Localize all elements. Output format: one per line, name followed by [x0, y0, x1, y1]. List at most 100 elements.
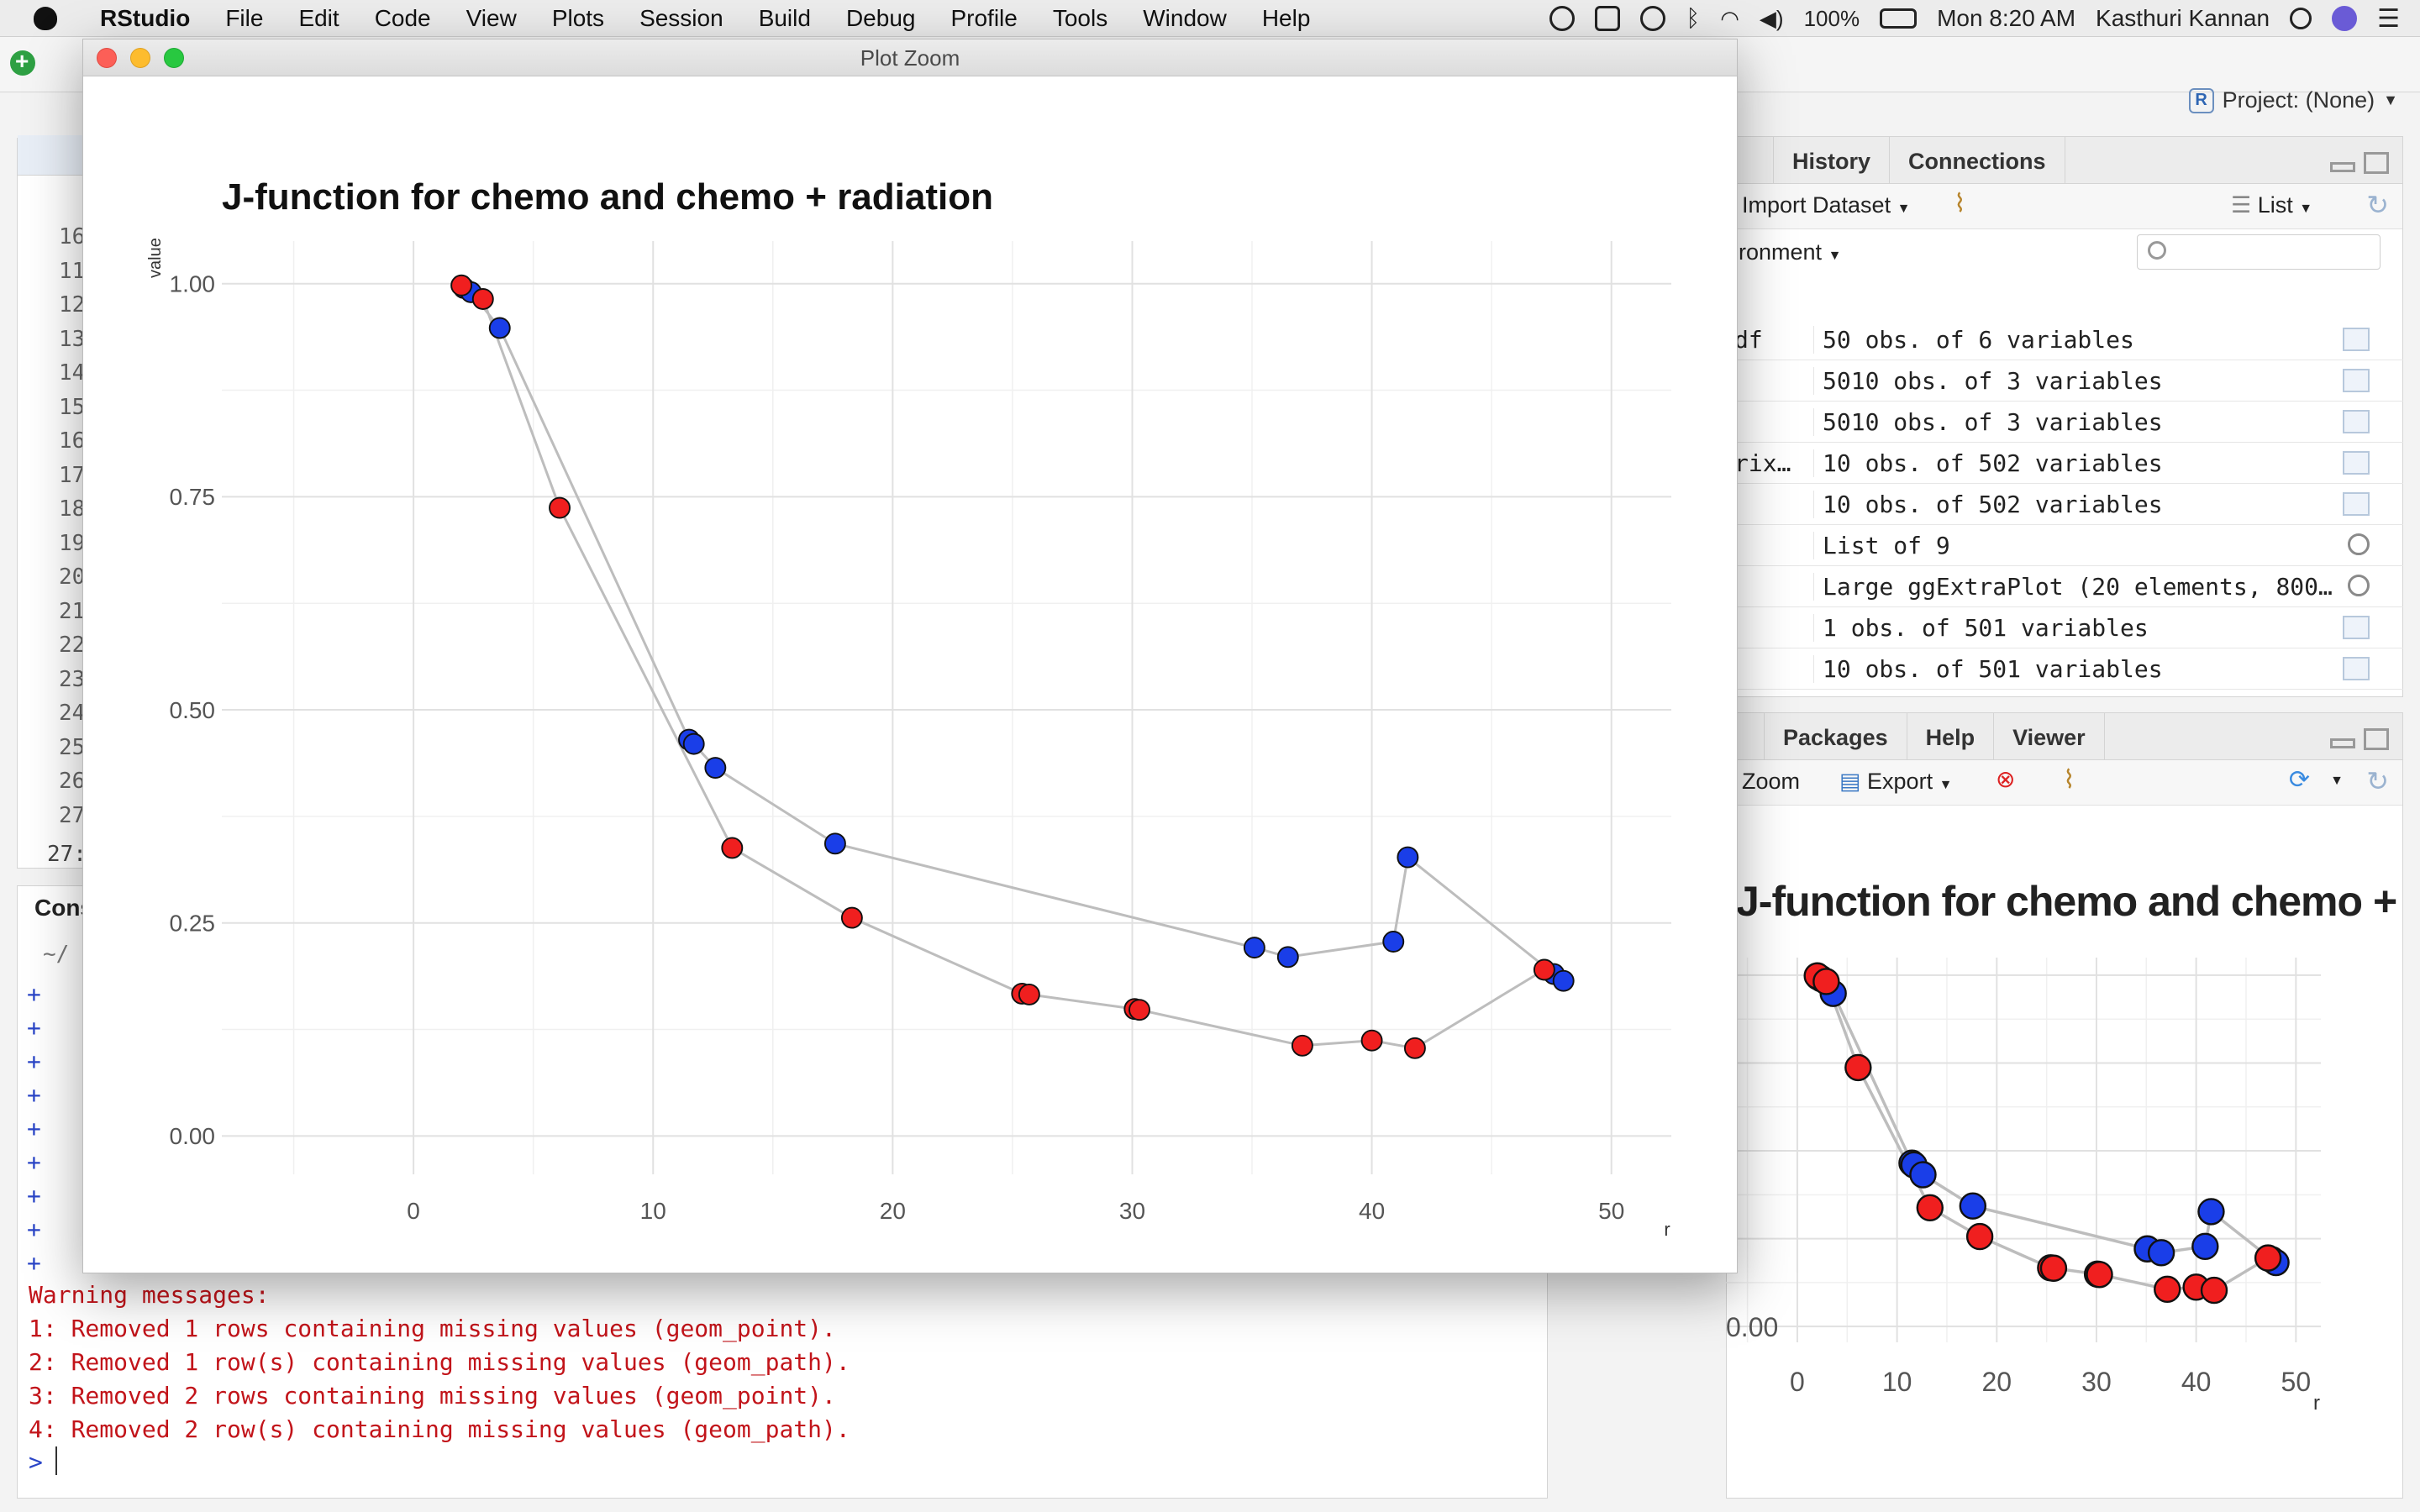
zoom-window-button[interactable]: [164, 48, 184, 68]
tab-help[interactable]: Help: [1907, 713, 1995, 760]
siri-icon[interactable]: [2332, 6, 2358, 31]
menu-code[interactable]: Code: [374, 4, 431, 31]
env-row[interactable]: df 50 obs. of 6 variables: [1726, 319, 2403, 360]
tab-environment[interactable]: [1727, 137, 1774, 184]
data-point-1: [2200, 1276, 2228, 1305]
env-row-value: 50 obs. of 6 variables: [1813, 326, 2334, 354]
menu-build[interactable]: Build: [758, 4, 811, 31]
menu-file[interactable]: File: [225, 4, 264, 31]
table-icon[interactable]: [2343, 657, 2370, 680]
menu-app[interactable]: RStudio: [100, 4, 191, 31]
maximize-pane-icon[interactable]: [2364, 728, 2389, 750]
plot-zoom-window[interactable]: Plot Zoom 0 10 20 30 40 50 0.00 0.25 0.50 0.75 1.0…: [82, 39, 1738, 1273]
data-point-0: [488, 317, 511, 339]
broom-icon[interactable]: ⌇: [1954, 190, 1966, 218]
env-row[interactable]: 1 obs. of 501 variables: [1726, 607, 2403, 648]
plots-pane-tabs: Packages Help Viewer: [1727, 713, 2402, 760]
table-icon[interactable]: [2343, 451, 2370, 475]
tab-plots[interactable]: [1727, 713, 1765, 760]
menu-view[interactable]: View: [466, 4, 517, 31]
status-d-icon[interactable]: [1595, 6, 1621, 31]
notification-center-icon[interactable]: ☰: [2377, 4, 2400, 33]
data-point-1: [1360, 1029, 1383, 1052]
series-path-1: [460, 284, 1545, 1050]
menu-debug[interactable]: Debug: [845, 4, 916, 31]
list-view-button[interactable]: ☰ List ▼: [2231, 192, 2312, 218]
env-search-input[interactable]: [2137, 234, 2381, 270]
chevron-down-icon: ▼: [1828, 249, 1842, 263]
publish-icon[interactable]: ⟳: [2288, 766, 2310, 794]
battery-icon[interactable]: [1880, 8, 1918, 29]
maximize-pane-icon[interactable]: [2364, 152, 2389, 174]
line-number: 21: [59, 598, 86, 624]
menu-window[interactable]: Window: [1143, 4, 1227, 31]
menu-tools[interactable]: Tools: [1052, 4, 1108, 31]
env-row[interactable]: Large ggExtraPlot (20 elements, 800…: [1726, 566, 2403, 607]
data-point-0: [1276, 946, 1299, 969]
env-row[interactable]: 5010 obs. of 3 variables: [1726, 360, 2403, 402]
table-icon[interactable]: [2343, 369, 2370, 392]
minimize-pane-icon[interactable]: [2330, 162, 2355, 172]
menu-session[interactable]: Session: [639, 4, 723, 31]
data-point-1: [1533, 958, 1555, 981]
magnifier-icon[interactable]: [2348, 533, 2370, 555]
console-plus: +: [27, 1249, 41, 1277]
zoom-button[interactable]: Zoom: [1742, 769, 1801, 794]
env-row[interactable]: rix… 10 obs. of 502 variables: [1726, 443, 2403, 484]
tab-connections[interactable]: Connections: [1890, 137, 2065, 184]
menu-plots[interactable]: Plots: [551, 4, 605, 31]
refresh-icon[interactable]: ↻: [2366, 190, 2389, 220]
time-machine-icon[interactable]: [1640, 6, 1666, 31]
tab-history[interactable]: History: [1774, 137, 1891, 184]
volume-icon[interactable]: ◀): [1759, 5, 1784, 31]
apple-icon[interactable]: [34, 6, 57, 30]
user-name[interactable]: Kasthuri Kannan: [2096, 5, 2270, 31]
env-row[interactable]: 5010 obs. of 3 variables: [1726, 402, 2403, 443]
wifi-icon[interactable]: ◠: [1720, 5, 1739, 31]
env-row[interactable]: 10 obs. of 501 variables: [1726, 648, 2403, 690]
new-file-icon[interactable]: [10, 48, 35, 76]
mini-plot-svg: 0 10 20 30 40 50 0.00 r: [1718, 958, 2321, 1415]
export-button[interactable]: ▤ Export ▼: [1839, 769, 1952, 795]
y-axis-label: value: [146, 238, 165, 278]
list-label: List: [2257, 192, 2293, 218]
clock[interactable]: Mon 8:20 AM: [1937, 5, 2076, 31]
menu-edit[interactable]: Edit: [298, 4, 339, 31]
table-icon[interactable]: [2343, 616, 2370, 639]
x-tick-label: 40: [2181, 1367, 2212, 1397]
broom-icon[interactable]: ⌇: [2063, 766, 2075, 794]
minimize-pane-icon[interactable]: [2330, 738, 2355, 748]
table-icon[interactable]: [2343, 410, 2370, 433]
magnifier-icon[interactable]: [2348, 575, 2370, 596]
tab-viewer[interactable]: Viewer: [1994, 713, 2105, 760]
close-window-button[interactable]: [97, 48, 117, 68]
minimize-window-button[interactable]: [130, 48, 150, 68]
x-tick-label: 40: [1359, 1198, 1385, 1224]
line-number: 20: [59, 564, 86, 590]
bluetooth-icon[interactable]: ᛒ: [1686, 5, 1701, 31]
console-caret[interactable]: [55, 1446, 57, 1475]
menu-profile[interactable]: Profile: [950, 4, 1018, 31]
data-point-1: [1844, 1053, 1872, 1082]
source-editor[interactable]: [17, 135, 88, 869]
y-tick-label: 1.00: [170, 271, 216, 297]
import-dataset-button[interactable]: Import Dataset ▼: [1742, 192, 1910, 218]
table-icon[interactable]: [2343, 492, 2370, 516]
refresh-icon[interactable]: ↻: [2366, 766, 2389, 796]
status-app-icon[interactable]: [1549, 6, 1576, 31]
zoom-titlebar[interactable]: Plot Zoom: [83, 39, 1737, 76]
tab-packages[interactable]: Packages: [1765, 713, 1907, 760]
project-menu[interactable]: R Project: (None) ▼: [2188, 87, 2398, 113]
remove-plot-icon[interactable]: ⊗: [1996, 766, 2016, 792]
menu-help[interactable]: Help: [1261, 4, 1311, 31]
data-point-1: [2086, 1261, 2113, 1289]
env-row[interactable]: List of 9: [1726, 525, 2403, 566]
env-row[interactable]: 10 obs. of 502 variables: [1726, 484, 2403, 525]
environment-dropdown[interactable]: ronment ▼: [1739, 239, 1841, 265]
table-icon[interactable]: [2343, 328, 2370, 351]
editor-tab[interactable]: [18, 135, 88, 176]
chevron-down-icon[interactable]: ▼: [2330, 774, 2344, 788]
chevron-down-icon: ▼: [2383, 92, 2398, 108]
search-icon[interactable]: [2290, 8, 2312, 29]
mini-plot[interactable]: 0 10 20 30 40 50 0.00 r: [1718, 941, 2403, 1445]
